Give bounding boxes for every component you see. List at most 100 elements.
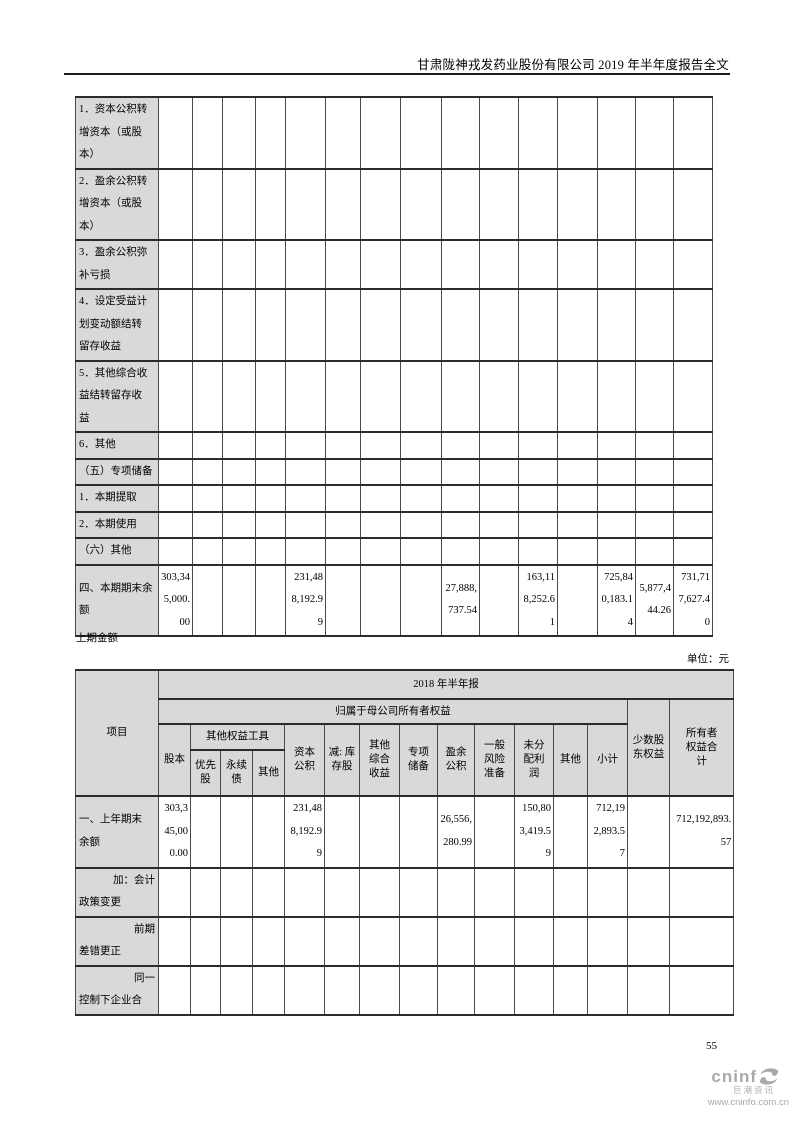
col-header-oet-other: 其他 (252, 749, 285, 797)
empty-cell (553, 915, 588, 967)
empty-cell (557, 359, 598, 433)
empty-cell (255, 288, 286, 362)
empty-cell (325, 288, 361, 362)
col-header-subtotal: 小计 (587, 723, 628, 797)
empty-cell (360, 288, 401, 362)
empty-cell (635, 510, 674, 539)
row-label: 3．盈余公积弥 补亏损 (75, 239, 159, 290)
empty-cell (255, 96, 286, 170)
empty-cell (190, 866, 221, 918)
empty-cell (359, 915, 400, 967)
empty-cell (474, 795, 515, 869)
empty-cell (673, 96, 713, 170)
empty-cell (518, 457, 558, 486)
empty-cell (360, 510, 401, 539)
empty-cell (222, 96, 256, 170)
empty-cell (441, 537, 480, 566)
table-row: 1．本期提取 (75, 484, 713, 513)
row-label: （五）专项储备 (75, 457, 159, 486)
empty-cell (441, 239, 480, 290)
empty-cell (192, 563, 223, 637)
empty-cell (557, 510, 598, 539)
empty-cell (158, 915, 191, 967)
empty-cell (158, 167, 193, 241)
row-label: 2．盈余公积转 增资本（或股 本） (75, 167, 159, 241)
empty-cell (360, 457, 401, 486)
empty-cell (359, 964, 400, 1016)
empty-cell (514, 866, 554, 918)
empty-cell (285, 457, 326, 486)
empty-cell (673, 239, 713, 290)
empty-cell (158, 239, 193, 290)
empty-cell (399, 866, 438, 918)
empty-cell (190, 795, 221, 869)
row-label: 4．设定受益计 划变动额结转 留存收益 (75, 288, 159, 362)
empty-cell (635, 457, 674, 486)
col-header-other: 其他 (553, 723, 588, 797)
empty-cell (597, 457, 636, 486)
empty-cell (673, 457, 713, 486)
value-cell: 303,345,000.00 (158, 795, 191, 869)
prior-period-table: 项目 2018 年半年报 归属于母公司所有者权益 少数股 东权益 所有者 权益合… (75, 669, 735, 1016)
empty-cell (220, 795, 253, 869)
row-label: 同一 控制下企业合 (75, 964, 159, 1016)
table-row: 5．其他综合收 益结转留存收益 (75, 359, 713, 433)
empty-cell (192, 288, 223, 362)
empty-cell (158, 457, 193, 486)
empty-cell (479, 510, 519, 539)
value-cell: 5,877,444.26 (635, 563, 674, 637)
empty-cell (285, 431, 326, 460)
empty-cell (635, 96, 674, 170)
current-period-table: 1．资本公积转 增资本（或股 本） 2．盈余公积转 增资本（或股 本） 3．盈余公积弥 补亏损… (75, 96, 713, 637)
empty-cell (514, 915, 554, 967)
empty-cell (587, 964, 628, 1016)
empty-cell (360, 359, 401, 433)
table-row: （六）其他 (75, 537, 713, 566)
empty-cell (255, 457, 286, 486)
empty-cell (222, 239, 256, 290)
row-label: （六）其他 (75, 537, 159, 566)
empty-cell (479, 359, 519, 433)
empty-cell (400, 239, 442, 290)
col-header-minority-interest: 少数股 东权益 (627, 698, 670, 797)
empty-cell (400, 510, 442, 539)
empty-cell (220, 866, 253, 918)
empty-cell (255, 239, 286, 290)
empty-cell (285, 484, 326, 513)
prior-period-section-label: 上期金额 (76, 633, 118, 644)
empty-cell (597, 431, 636, 460)
row-label: 5．其他综合收 益结转留存收益 (75, 359, 159, 433)
empty-cell (158, 359, 193, 433)
empty-cell (597, 359, 636, 433)
row-label: 1．资本公积转 增资本（或股 本） (75, 96, 159, 170)
empty-cell (325, 96, 361, 170)
empty-cell (668, 915, 735, 967)
empty-cell (360, 537, 401, 566)
row-label: 6．其他 (75, 431, 159, 460)
empty-cell (557, 288, 598, 362)
col-header-period: 2018 年半年报 (157, 669, 735, 700)
empty-cell (518, 537, 558, 566)
col-header-general-risk-reserve: 一般 风险 准备 (474, 723, 515, 797)
empty-cell (518, 510, 558, 539)
empty-cell (255, 167, 286, 241)
empty-cell (441, 96, 480, 170)
unit-label: 单位：元 (687, 654, 729, 665)
empty-cell (557, 96, 598, 170)
col-header-capital-reserve: 资本 公积 (284, 723, 325, 797)
empty-cell (673, 167, 713, 241)
table-row: 2．盈余公积转 增资本（或股 本） (75, 167, 713, 241)
value-cell: 26,556,280.99 (437, 795, 475, 869)
empty-cell (252, 915, 285, 967)
empty-cell (673, 537, 713, 566)
empty-cell (553, 964, 588, 1016)
value-cell: 150,803,419.59 (514, 795, 554, 869)
empty-cell (359, 866, 400, 918)
empty-cell (158, 484, 193, 513)
empty-cell (158, 431, 193, 460)
empty-cell (597, 167, 636, 241)
empty-cell (285, 288, 326, 362)
empty-cell (324, 964, 360, 1016)
row-label: 2．本期使用 (75, 510, 159, 539)
